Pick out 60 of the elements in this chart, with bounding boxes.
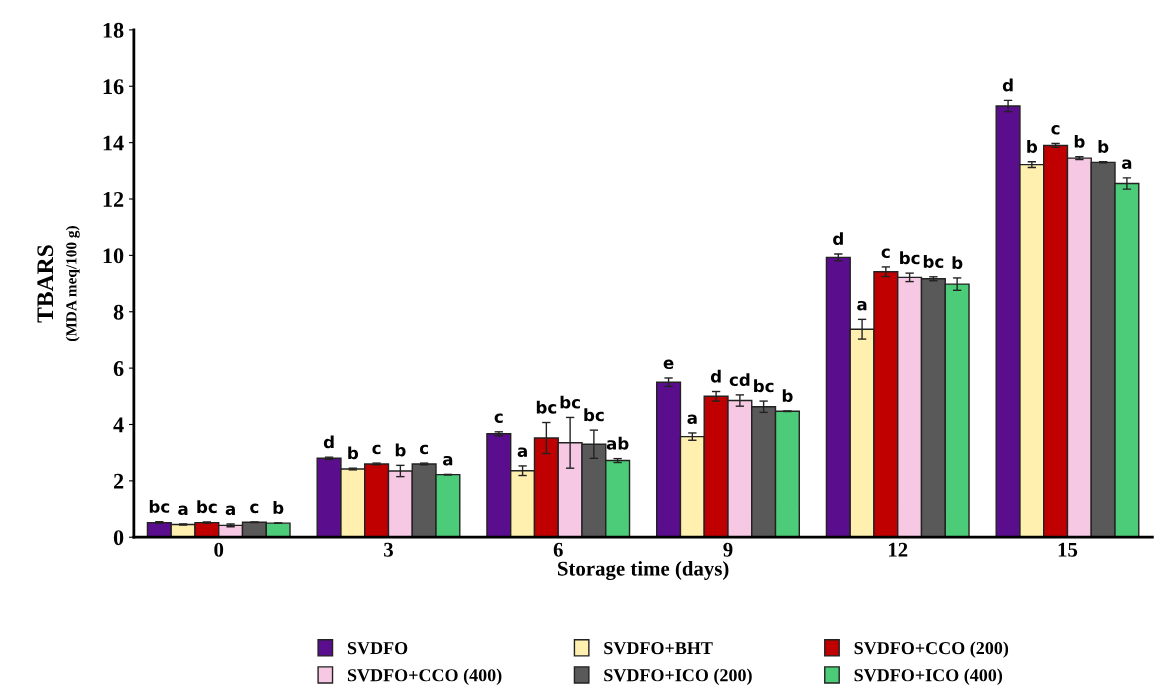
data-label: b <box>1027 140 1038 153</box>
data-label: c <box>419 444 428 455</box>
data-label: a <box>442 455 453 466</box>
data-label: ab <box>606 436 629 450</box>
legend-label: SVDFO <box>347 642 408 655</box>
y-tick-label: 6 <box>113 361 124 377</box>
data-label: b <box>1098 140 1109 153</box>
data-label: c <box>1051 125 1060 135</box>
data-label: c <box>494 413 503 423</box>
data-label: bc <box>149 499 170 513</box>
data-label: c <box>372 444 381 455</box>
legend-label: SVDFO+ICO (200) <box>604 668 752 685</box>
x-tick-label: 6 <box>553 542 563 557</box>
data-label: b <box>952 256 963 270</box>
data-label: e <box>663 359 674 370</box>
data-label: bc <box>923 255 944 268</box>
data-label: c <box>250 503 259 514</box>
data-label: bc <box>560 395 580 409</box>
y-tick-label: 16 <box>103 79 124 95</box>
data-label: b <box>395 443 406 457</box>
x-tick-label: 9 <box>723 542 733 557</box>
data-label: a <box>857 300 867 311</box>
legend-label: SVDFO+CCO (400) <box>347 668 502 685</box>
data-label: bc <box>900 251 920 265</box>
y-tick-label: 0 <box>113 530 124 546</box>
legend-label: SVDFO+BHT <box>604 642 713 655</box>
legend-label: SVDFO+CCO (200) <box>854 641 1009 658</box>
data-label: bc <box>754 379 774 393</box>
x-tick-label: 0 <box>214 542 224 557</box>
data-label: a <box>178 505 188 516</box>
data-label: d <box>833 232 843 246</box>
data-label: a <box>687 414 697 425</box>
data-label: d <box>710 369 721 383</box>
data-label: a <box>1121 159 1132 169</box>
y-axis-title: TBARS (MDA meq/100 g) <box>37 226 80 342</box>
y-tick-label: 10 <box>103 248 124 264</box>
data-label: bc <box>197 500 217 514</box>
data-label: d <box>323 435 334 449</box>
y-tick-label: 14 <box>103 135 124 151</box>
data-label: d <box>1002 78 1013 92</box>
data-label: b <box>782 389 793 403</box>
data-label: b <box>1074 134 1085 148</box>
y-tick-label: 4 <box>113 417 124 433</box>
data-label: c <box>881 248 890 259</box>
y-tick-label: 8 <box>113 304 124 320</box>
data-label: a <box>225 505 235 516</box>
y-tick-label: 12 <box>103 192 124 207</box>
x-tick-label: 12 <box>888 542 908 557</box>
y-tick-label: 2 <box>113 473 124 489</box>
data-label: bc <box>584 408 604 422</box>
y-tick-label: 18 <box>103 22 124 38</box>
data-label: b <box>348 446 359 460</box>
legend-label: SVDFO+ICO (400) <box>854 668 1003 685</box>
data-label: a <box>517 447 527 458</box>
x-tick-label: 15 <box>1058 542 1078 557</box>
data-label: bc <box>536 400 557 414</box>
data-label: b <box>273 501 284 514</box>
x-tick-label: 3 <box>384 542 393 557</box>
x-axis-title: Storage time (days) <box>558 560 729 581</box>
data-label: cd <box>729 373 750 387</box>
